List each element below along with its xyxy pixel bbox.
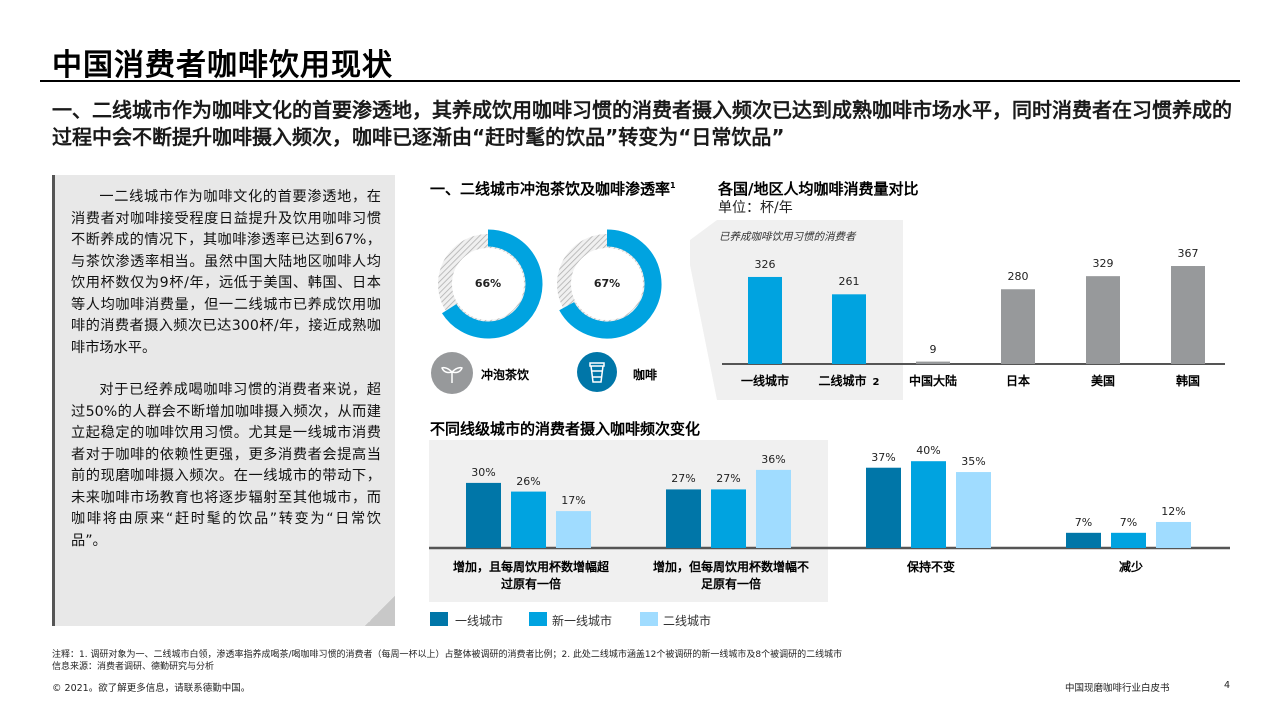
category-text: 中国大陆 — [908, 374, 957, 388]
footnote: 注释：1. 调研对象为一、二线城市白领，渗透率指养成喝茶/喝咖啡习惯的消费者（每… — [52, 649, 842, 673]
category-text: 日本 — [1005, 374, 1030, 388]
consumption-chart-unit: 单位：杯/年 — [718, 200, 793, 216]
bar-0 — [748, 276, 782, 364]
sprout-icon — [431, 352, 473, 394]
bar-value-label: 30% — [471, 465, 496, 479]
category-label: 韩国 — [1148, 372, 1228, 389]
bar-4 — [1086, 276, 1120, 364]
bar-1-1 — [711, 489, 746, 548]
page-title: 中国消费者咖啡饮用现状 — [52, 48, 393, 83]
category-label: 增加，且每周饮用杯数增幅超过原有一倍 — [452, 560, 609, 591]
bar-value-label: 7% — [1119, 515, 1138, 529]
category-label: 中国大陆 — [893, 372, 973, 389]
donut-label-tea: 冲泡茶饮 — [481, 368, 530, 382]
donut-arc — [559, 229, 662, 339]
bar-1-2 — [911, 461, 946, 548]
category-label: 保持不变 — [906, 560, 955, 574]
bar-value-label: 12% — [1161, 504, 1186, 518]
category-label: 日本 — [978, 372, 1058, 389]
bar-2-1 — [756, 469, 791, 548]
bar-1-3 — [1111, 532, 1146, 548]
bar-2-3 — [1156, 521, 1191, 548]
bar-0-1 — [666, 489, 701, 548]
bar-2 — [916, 361, 950, 364]
penetration-donuts — [438, 229, 662, 339]
copyright: © 2021。欲了解更多信息，请联系德勤中国。 — [52, 683, 251, 694]
frequency-bar-chart — [429, 440, 1230, 602]
bar-value-label: 17% — [561, 494, 586, 508]
summary-paragraph-1: 一二线城市作为咖啡文化的首要渗透地，在消费者对咖啡接受程度日益提升及饮用咖啡习惯… — [71, 189, 381, 356]
footnote-source: 信息来源：消费者调研、德勤研究与分析 — [52, 662, 215, 672]
category-label: 减少 — [1118, 560, 1143, 574]
bar-value-label: 35% — [961, 455, 986, 469]
legend-label: 新一线城市 — [552, 614, 613, 628]
bar-value-label: 326 — [754, 257, 776, 271]
page-subtitle: 一、二线城市作为咖啡文化的首要渗透地，其养成饮用咖啡习惯的消费者摄入频次已达到成… — [52, 98, 1232, 149]
penetration-chart-title: 一、二线城市冲泡茶饮及咖啡渗透率1 — [430, 178, 676, 199]
folded-corner — [365, 596, 395, 626]
footnote-ref: 1 — [670, 181, 676, 190]
bar-0-3 — [1066, 532, 1101, 548]
category-label: 一线城市 — [725, 372, 805, 389]
bar-value-label: 9 — [929, 342, 937, 356]
bar-value-label: 27% — [671, 472, 696, 486]
bar-value-label: 26% — [516, 474, 541, 488]
title-divider — [40, 80, 1240, 82]
frequency-chart-title: 不同线级城市的消费者摄入咖啡频次变化 — [430, 420, 701, 438]
donut-value-coffee: 67% — [593, 277, 621, 290]
bar-value-label: 280 — [1007, 270, 1029, 284]
bar-value-label: 40% — [916, 444, 941, 458]
summary-textbox: 一二线城市作为咖啡文化的首要渗透地，在消费者对咖啡接受程度日益提升及饮用咖啡习惯… — [52, 175, 395, 626]
category-text: 韩国 — [1175, 374, 1200, 388]
bar-2-2 — [956, 472, 991, 548]
group-note: 已养成咖啡饮用习惯的消费者 — [719, 231, 856, 243]
penetration-title-text: 一、二线城市冲泡茶饮及咖啡渗透率 — [430, 180, 671, 198]
category-text: 二线城市 — [818, 374, 867, 388]
category-label: 增加，但每周饮用杯数增幅不足原有一倍 — [652, 560, 809, 591]
legend-swatch — [529, 612, 547, 626]
legend-swatch — [430, 612, 448, 626]
bar-value-label: 329 — [1092, 257, 1114, 271]
page-number: 4 — [1224, 680, 1231, 691]
donut-label-coffee: 咖啡 — [633, 368, 658, 382]
bar-0-0 — [466, 482, 501, 548]
bar-value-label: 7% — [1074, 515, 1093, 529]
summary-paragraph-2: 对于已经养成喝咖啡习惯的消费者来说，超过50%的人群会不断增加咖啡摄入频次，从而… — [71, 382, 381, 549]
legend-swatch — [640, 612, 658, 626]
bar-value-label: 37% — [871, 450, 896, 464]
bar-value-label: 367 — [1177, 247, 1199, 260]
legend-label: 二线城市 — [663, 614, 712, 628]
legend-label: 一线城市 — [455, 614, 504, 628]
consumption-chart-title: 各国/地区人均咖啡消费量对比 — [718, 180, 919, 198]
bar-0-2 — [866, 467, 901, 548]
coffee-cup-icon — [577, 352, 617, 392]
bar-value-label: 36% — [761, 452, 786, 466]
category-text: 一线城市 — [740, 374, 789, 388]
bar-1 — [832, 294, 866, 364]
donut-value-tea: 66% — [474, 277, 502, 290]
category-label: 美国 — [1063, 372, 1143, 389]
footnote-ref: 2 — [872, 377, 880, 388]
bar-1-0 — [511, 491, 546, 548]
bar-5 — [1171, 266, 1205, 364]
footnote-note: 注释：1. 调研对象为一、二线城市白领，渗透率指养成喝茶/喝咖啡习惯的消费者（每… — [52, 650, 843, 660]
donut-arc — [441, 229, 543, 339]
bar-3 — [1001, 289, 1035, 364]
bar-value-label: 27% — [716, 472, 741, 486]
category-text: 美国 — [1090, 374, 1115, 388]
bar-value-label: 261 — [838, 275, 860, 289]
category-label: 二线城市 2 — [809, 372, 889, 389]
bar-2-0 — [556, 511, 591, 548]
consumption-bar-chart — [690, 220, 1225, 400]
document-name: 中国现磨咖啡行业白皮书 — [1065, 683, 1170, 694]
